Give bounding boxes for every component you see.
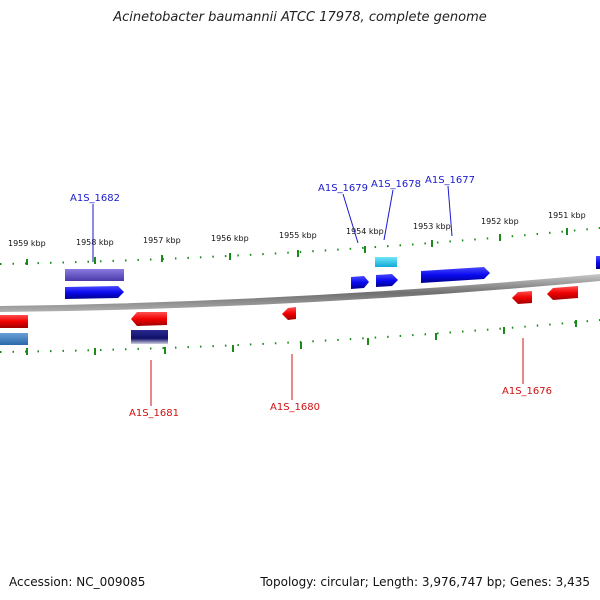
major-ticks-inner [26, 320, 577, 355]
gene-arrow-reverse [512, 291, 532, 304]
major-ticks-outer [26, 228, 568, 265]
gene-label-reverse: A1S_1680 [270, 402, 320, 413]
ruler-tick-label: 1957 kbp [143, 236, 181, 245]
outer-ruler-track [0, 227, 600, 265]
gene-arrow-reverse [131, 312, 167, 326]
gene-block-purple [65, 269, 124, 281]
gene-arrow-reverse [282, 307, 296, 320]
gene-block-cyan [375, 257, 397, 267]
genome-backbone [0, 274, 600, 312]
ruler-tick-label: 1952 kbp [481, 217, 519, 226]
gene-label-forward: A1S_1678 [371, 179, 421, 190]
gene-arrow-forward [376, 274, 398, 287]
genome-summary-text: Topology: circular; Length: 3,976,747 bp… [260, 575, 590, 589]
gene-label-reverse: A1S_1681 [129, 408, 179, 419]
ruler-tick-label: 1951 kbp [548, 211, 586, 220]
gene-block-red-edge [0, 315, 28, 328]
gene-arrow-forward [351, 276, 369, 289]
ruler-tick-label: 1958 kbp [76, 238, 114, 247]
forward-label-lines [92, 185, 453, 262]
gene-block-steel [0, 333, 28, 345]
gene-block-edge [596, 256, 600, 269]
ruler-tick-label: 1955 kbp [279, 231, 317, 240]
ruler-tick-label: 1953 kbp [413, 222, 451, 231]
ruler-tick-label: 1956 kbp [211, 234, 249, 243]
gene-arrow-forward [65, 286, 124, 299]
gene-label-forward: A1S_1682 [70, 193, 120, 204]
forward-genes [65, 256, 600, 299]
gene-label-forward: A1S_1677 [425, 175, 475, 186]
ruler-tick-label: 1959 kbp [8, 239, 46, 248]
gene-block-navy [131, 330, 168, 344]
ruler-tick-label: 1954 kbp [346, 227, 384, 236]
genome-title: Acinetobacter baumannii ATCC 17978, comp… [113, 10, 487, 25]
gene-label-reverse: A1S_1676 [502, 386, 552, 397]
inner-ruler-track [0, 319, 600, 353]
gene-arrow-reverse [547, 286, 578, 300]
accession-text: Accession: NC_009085 [9, 575, 146, 589]
reverse-genes [0, 286, 578, 345]
gene-arrow-forward [421, 267, 490, 283]
reverse-label-lines [150, 338, 524, 406]
gene-label-forward: A1S_1679 [318, 183, 368, 194]
